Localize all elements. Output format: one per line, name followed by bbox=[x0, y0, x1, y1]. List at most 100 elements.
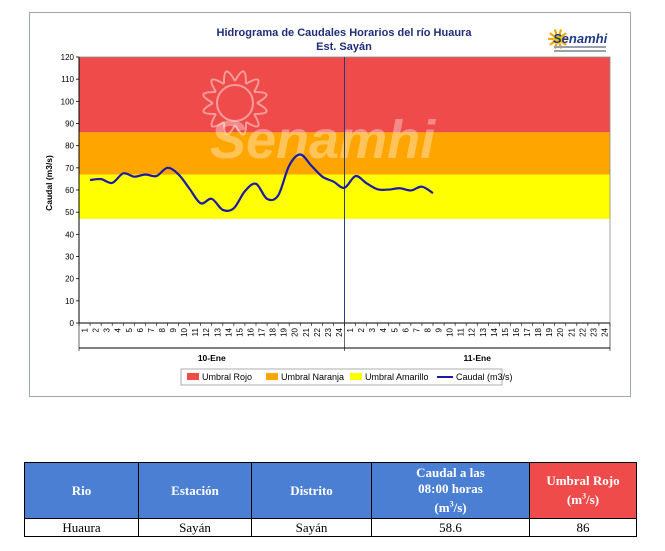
header-estacion: Estación bbox=[138, 462, 252, 519]
y-tick-label: 60 bbox=[65, 186, 74, 195]
header-umbral-units: (m3/s) bbox=[566, 491, 600, 508]
x-tick-label: 3 bbox=[103, 327, 112, 332]
x-tick-label: 19 bbox=[280, 327, 289, 336]
x-tick-label: 7 bbox=[147, 327, 156, 332]
watermark-sun-icon bbox=[202, 70, 268, 136]
y-tick-label: 70 bbox=[65, 164, 74, 173]
watermark-ray bbox=[245, 113, 260, 128]
y-tick-label: 40 bbox=[65, 230, 74, 239]
x-tick-label: 8 bbox=[158, 327, 167, 332]
watermark-ray bbox=[245, 78, 260, 93]
x-tick-label: 2 bbox=[92, 327, 101, 332]
x-tick-label: 17 bbox=[523, 327, 532, 336]
header-caudal-units: (m3/s) bbox=[434, 499, 467, 516]
y-tick-label: 100 bbox=[61, 97, 75, 106]
x-tick-label: 7 bbox=[412, 327, 421, 332]
series-line bbox=[89, 153, 434, 212]
chart-frame: Hidrograma de Caudales Horarios del río … bbox=[29, 12, 631, 397]
x-tick-label: 21 bbox=[567, 327, 576, 336]
header-caudal-line1: Caudal a las bbox=[416, 464, 485, 480]
y-axis-label: Caudal (m3/s) bbox=[44, 155, 54, 211]
header-umbral-line1: Umbral Rojo bbox=[546, 472, 620, 488]
y-tick-label: 90 bbox=[65, 120, 74, 129]
x-tick-label: 20 bbox=[291, 327, 300, 336]
x-tick-label: 23 bbox=[324, 327, 333, 336]
x-tick-label: 21 bbox=[302, 327, 311, 336]
watermark-ray bbox=[223, 122, 236, 136]
header-umbral-rojo: Umbral Rojo (m3/s) bbox=[529, 462, 637, 519]
watermark-ray bbox=[254, 90, 268, 104]
logo-sun-core bbox=[553, 34, 563, 44]
legend-label: Caudal (m3/s) bbox=[456, 372, 513, 382]
header-distrito: Distrito bbox=[251, 462, 372, 519]
x-tick-label: 18 bbox=[534, 327, 543, 336]
senamhi-logo: Senamhi bbox=[548, 29, 608, 52]
legend-swatch bbox=[350, 373, 362, 380]
x-tick-label: 1 bbox=[81, 327, 90, 332]
legend-label: Umbral Amarillo bbox=[365, 372, 429, 382]
x-tick-label: 10 bbox=[446, 327, 455, 336]
x-tick-label: 24 bbox=[335, 327, 344, 336]
logo-ray bbox=[561, 41, 567, 46]
x-tick-label: 10 bbox=[180, 327, 189, 336]
x-tick-label: 17 bbox=[258, 327, 267, 336]
x-tick-label: 3 bbox=[368, 327, 377, 332]
x-tick-label: 9 bbox=[435, 327, 444, 332]
x-tick-label: 5 bbox=[390, 327, 399, 332]
x-tick-label: 18 bbox=[269, 327, 278, 336]
watermark-ray bbox=[202, 91, 216, 104]
watermark-ray bbox=[222, 70, 236, 84]
hydrograph-chart: Hidrograma de Caudales Horarios del río … bbox=[44, 27, 611, 386]
day-group-label: 11-Ene bbox=[464, 353, 492, 363]
logo-ray bbox=[549, 32, 555, 37]
x-tick-label: 16 bbox=[512, 327, 521, 336]
x-tick-label: 15 bbox=[501, 327, 510, 336]
x-tick-label: 11 bbox=[457, 327, 466, 336]
x-tick-label: 24 bbox=[600, 327, 609, 336]
chart-title: Hidrograma de Caudales Horarios del río … bbox=[217, 27, 473, 39]
day-group-label: 10-Ene bbox=[198, 353, 226, 363]
x-tick-label: 15 bbox=[235, 327, 244, 336]
logo-ray bbox=[553, 29, 558, 35]
logo-text: Senamhi bbox=[553, 31, 608, 46]
summary-table: Rio Estación Distrito Caudal a las 08:00… bbox=[24, 462, 637, 537]
x-tick-label: 22 bbox=[578, 327, 587, 336]
y-tick-label: 110 bbox=[61, 75, 74, 84]
legend-swatch bbox=[266, 373, 278, 380]
chart-subtitle: Est. Sayán bbox=[316, 41, 372, 53]
logo-ray bbox=[549, 41, 555, 46]
y-tick-label: 120 bbox=[61, 53, 75, 62]
legend-swatch bbox=[187, 373, 199, 380]
x-tick-label: 13 bbox=[213, 327, 222, 336]
watermark-ray bbox=[234, 122, 248, 136]
legend-label: Umbral Rojo bbox=[202, 372, 252, 382]
x-tick-label: 12 bbox=[468, 327, 477, 336]
x-tick-label: 22 bbox=[313, 327, 322, 336]
x-tick-label: 4 bbox=[114, 327, 123, 332]
header-rio: Rio bbox=[24, 462, 139, 519]
series-caudal bbox=[89, 153, 434, 212]
cell-rio: Huaura bbox=[24, 518, 139, 537]
legend-box bbox=[180, 368, 503, 386]
watermark-text: Senamhi bbox=[210, 110, 436, 170]
logo-ray bbox=[561, 32, 567, 37]
cell-distrito: Sayán bbox=[251, 518, 372, 537]
cell-estacion: Sayán bbox=[138, 518, 252, 537]
x-tick-label: 5 bbox=[125, 327, 134, 332]
legend-label: Umbral Naranja bbox=[281, 372, 344, 382]
header-caudal: Caudal a las 08:00 horas (m3/s) bbox=[371, 462, 530, 519]
x-tick-label: 16 bbox=[246, 327, 255, 336]
cell-caudal: 58.6 bbox=[371, 518, 530, 537]
y-tick-label: 30 bbox=[65, 253, 74, 262]
watermark-ray bbox=[202, 102, 216, 116]
x-tick-label: 20 bbox=[556, 327, 565, 336]
x-tick-label: 6 bbox=[401, 327, 410, 332]
watermark-ray bbox=[234, 70, 247, 84]
x-tick-label: 8 bbox=[423, 327, 432, 332]
sun-icon bbox=[548, 29, 568, 49]
x-tick-label: 12 bbox=[202, 327, 211, 336]
x-tick-label: 2 bbox=[357, 327, 366, 332]
x-tick-label: 14 bbox=[224, 327, 233, 336]
x-tick-label: 6 bbox=[136, 327, 145, 332]
